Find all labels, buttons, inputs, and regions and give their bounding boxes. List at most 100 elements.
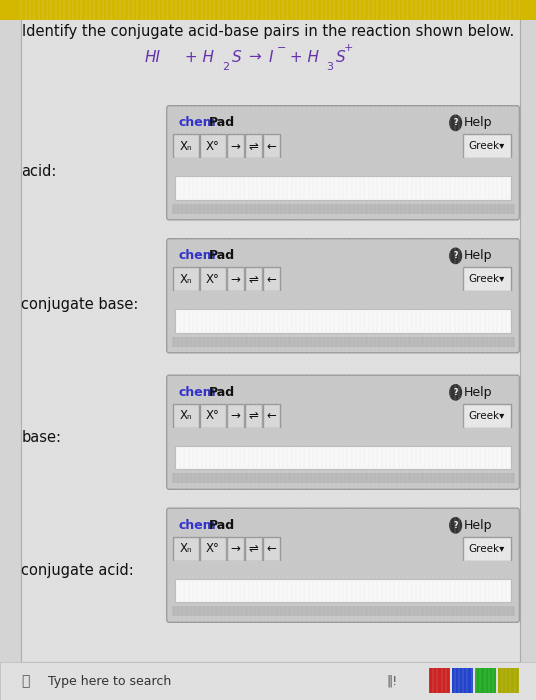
Text: I: I xyxy=(269,50,273,65)
Bar xyxy=(172,204,515,214)
Text: ⇌: ⇌ xyxy=(249,140,258,153)
FancyBboxPatch shape xyxy=(167,508,519,622)
Circle shape xyxy=(450,518,461,533)
Text: Help: Help xyxy=(464,249,492,262)
Text: ⌕: ⌕ xyxy=(21,674,30,688)
Bar xyxy=(498,668,519,693)
Bar xyxy=(172,561,515,616)
FancyBboxPatch shape xyxy=(175,579,511,602)
FancyBboxPatch shape xyxy=(245,267,262,291)
FancyBboxPatch shape xyxy=(463,537,511,561)
Text: ←: ← xyxy=(267,410,277,422)
Text: ←: ← xyxy=(267,542,277,555)
Text: →: → xyxy=(230,542,240,555)
FancyBboxPatch shape xyxy=(175,176,511,200)
Bar xyxy=(172,337,515,346)
Bar xyxy=(452,668,473,693)
FancyBboxPatch shape xyxy=(167,239,519,353)
FancyBboxPatch shape xyxy=(245,134,262,158)
FancyBboxPatch shape xyxy=(167,106,519,220)
FancyBboxPatch shape xyxy=(200,404,226,428)
Text: conjugate base:: conjugate base: xyxy=(21,297,139,312)
Text: ←: ← xyxy=(267,273,277,286)
FancyBboxPatch shape xyxy=(227,134,244,158)
Text: ?: ? xyxy=(453,251,458,260)
Text: ⇌: ⇌ xyxy=(249,410,258,422)
FancyBboxPatch shape xyxy=(175,309,511,332)
Text: X°: X° xyxy=(206,410,220,422)
Text: Greek▾: Greek▾ xyxy=(468,141,505,151)
Text: ?: ? xyxy=(453,388,458,397)
Text: base:: base: xyxy=(21,430,62,445)
FancyBboxPatch shape xyxy=(175,446,511,469)
Text: chem: chem xyxy=(178,116,216,130)
Text: Help: Help xyxy=(464,519,492,532)
Text: Greek▾: Greek▾ xyxy=(468,411,505,421)
Text: Pad: Pad xyxy=(209,116,235,130)
FancyBboxPatch shape xyxy=(173,404,199,428)
Text: Type here to search: Type here to search xyxy=(48,675,172,687)
FancyBboxPatch shape xyxy=(463,404,511,428)
Text: ?: ? xyxy=(453,521,458,530)
Text: + H: + H xyxy=(180,50,213,65)
Bar xyxy=(172,606,515,616)
FancyBboxPatch shape xyxy=(463,134,511,158)
Text: Xₙ: Xₙ xyxy=(180,140,192,153)
Text: Identify the conjugate acid-base pairs in the reaction shown below.: Identify the conjugate acid-base pairs i… xyxy=(22,24,514,39)
Text: Xₙ: Xₙ xyxy=(180,273,192,286)
Text: −: − xyxy=(277,43,286,52)
Text: Xₙ: Xₙ xyxy=(180,410,192,422)
Bar xyxy=(429,668,450,693)
Text: +: + xyxy=(344,43,353,52)
Text: Pad: Pad xyxy=(209,519,235,532)
FancyBboxPatch shape xyxy=(263,404,280,428)
Text: Greek▾: Greek▾ xyxy=(468,544,505,554)
Bar xyxy=(172,158,515,214)
Text: ⇌: ⇌ xyxy=(249,542,258,555)
Text: ?: ? xyxy=(453,118,458,127)
Text: ⇌: ⇌ xyxy=(249,273,258,286)
Text: Help: Help xyxy=(464,116,492,130)
Text: + H: + H xyxy=(285,50,319,65)
Text: chem: chem xyxy=(178,249,216,262)
Text: conjugate acid:: conjugate acid: xyxy=(21,563,134,578)
Text: →: → xyxy=(230,140,240,153)
Text: →: → xyxy=(248,50,260,65)
FancyBboxPatch shape xyxy=(200,267,226,291)
Text: Pad: Pad xyxy=(209,249,235,262)
Text: S: S xyxy=(232,50,242,65)
Text: ←: ← xyxy=(267,140,277,153)
Text: Pad: Pad xyxy=(209,386,235,399)
Text: 3: 3 xyxy=(326,62,333,71)
FancyBboxPatch shape xyxy=(173,537,199,561)
Text: →: → xyxy=(230,273,240,286)
FancyBboxPatch shape xyxy=(21,10,520,662)
Bar xyxy=(172,428,515,483)
FancyBboxPatch shape xyxy=(463,267,511,291)
Circle shape xyxy=(450,115,461,131)
Bar xyxy=(0,662,536,700)
Bar xyxy=(0,0,536,20)
FancyBboxPatch shape xyxy=(263,267,280,291)
Text: Help: Help xyxy=(464,386,492,399)
Bar xyxy=(172,291,515,346)
Text: acid:: acid: xyxy=(21,164,57,179)
Text: Xₙ: Xₙ xyxy=(180,542,192,555)
Text: →: → xyxy=(230,410,240,422)
Text: 2: 2 xyxy=(222,62,229,71)
FancyBboxPatch shape xyxy=(227,267,244,291)
FancyBboxPatch shape xyxy=(200,537,226,561)
FancyBboxPatch shape xyxy=(263,537,280,561)
Bar xyxy=(172,473,515,483)
Text: X°: X° xyxy=(206,542,220,555)
FancyBboxPatch shape xyxy=(167,375,519,489)
Text: X°: X° xyxy=(206,140,220,153)
Circle shape xyxy=(450,385,461,400)
Text: ‖!: ‖! xyxy=(386,675,397,687)
Text: chem: chem xyxy=(178,386,216,399)
Text: S: S xyxy=(336,50,345,65)
Text: HI: HI xyxy=(145,50,161,65)
Text: Greek▾: Greek▾ xyxy=(468,274,505,284)
FancyBboxPatch shape xyxy=(173,267,199,291)
FancyBboxPatch shape xyxy=(173,134,199,158)
